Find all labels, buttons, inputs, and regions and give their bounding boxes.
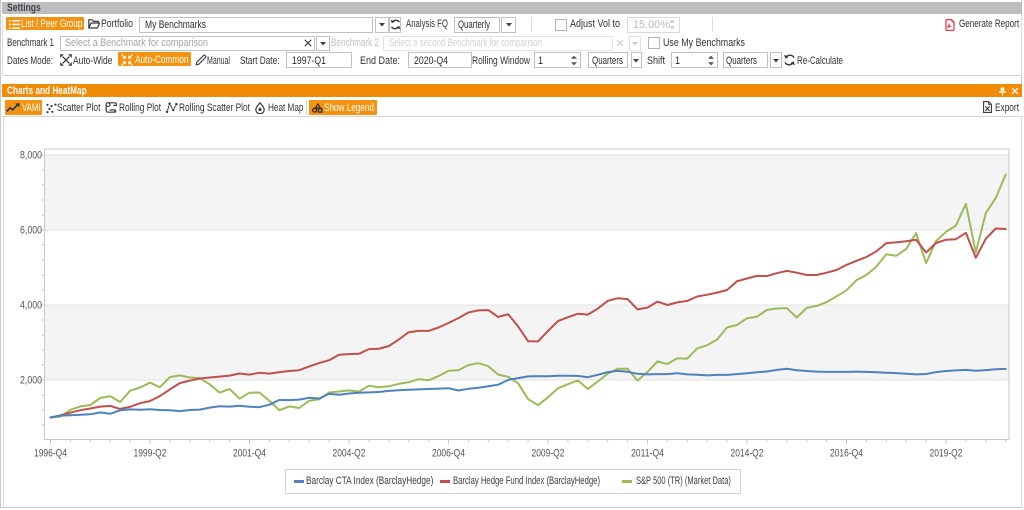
svg-text:4,000: 4,000 (20, 300, 42, 312)
svg-text:1996-Q4: 1996-Q4 (34, 448, 67, 460)
svg-text:2,000: 2,000 (20, 375, 42, 387)
svg-text:6,000: 6,000 (20, 225, 42, 237)
svg-text:2001-Q4: 2001-Q4 (233, 448, 266, 460)
svg-text:2016-Q4: 2016-Q4 (830, 448, 863, 460)
svg-text:1999-Q2: 1999-Q2 (134, 448, 167, 460)
svg-text:8,000: 8,000 (20, 150, 42, 162)
svg-text:2004-Q2: 2004-Q2 (333, 448, 366, 460)
svg-text:2014-Q2: 2014-Q2 (731, 448, 764, 460)
svg-text:2019-Q2: 2019-Q2 (930, 448, 963, 460)
svg-text:2006-Q4: 2006-Q4 (432, 448, 465, 460)
svg-text:2009-Q2: 2009-Q2 (532, 448, 565, 460)
svg-text:2011-Q4: 2011-Q4 (631, 448, 664, 460)
